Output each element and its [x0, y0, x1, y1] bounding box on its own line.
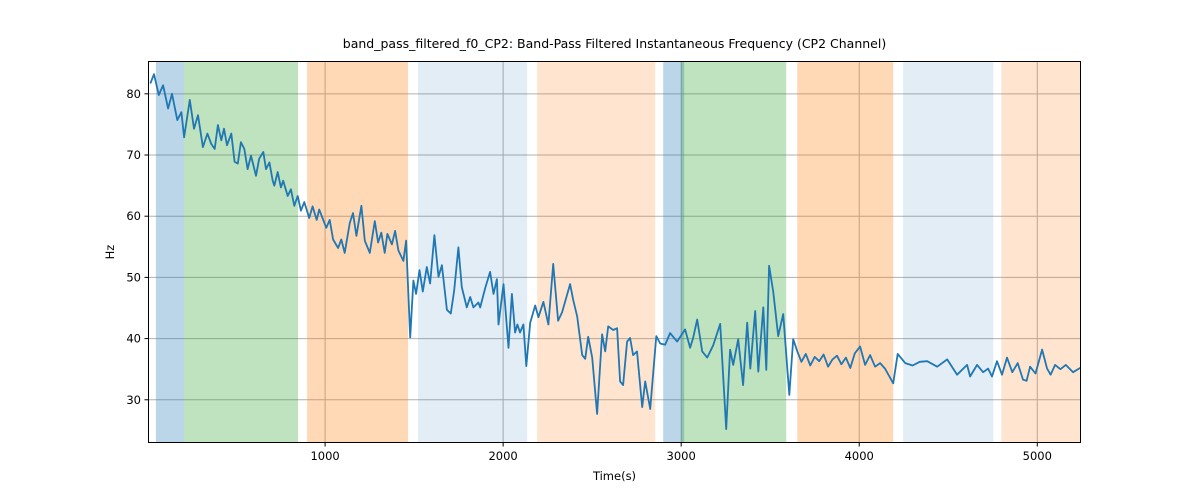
y-tick-label: 30	[126, 393, 141, 407]
event-band	[797, 62, 894, 442]
x-tick-label: 3000	[667, 449, 696, 463]
x-tick-label: 2000	[488, 449, 517, 463]
event-band	[184, 62, 299, 442]
y-tick-label: 50	[126, 270, 141, 284]
y-tick-label: 60	[126, 209, 141, 223]
event-band	[418, 62, 528, 442]
x-tick-label: 5000	[1023, 449, 1052, 463]
x-tick-label: 1000	[310, 449, 339, 463]
event-band	[681, 62, 787, 442]
chart-title: band_pass_filtered_f0_CP2: Band-Pass Fil…	[342, 36, 887, 51]
event-band	[537, 62, 656, 442]
event-band	[903, 62, 994, 442]
x-tick-label: 4000	[845, 449, 874, 463]
series-line	[149, 73, 1081, 431]
y-axis-label-text: Hz	[103, 244, 117, 260]
y-tick-label: 80	[126, 87, 141, 101]
event-band	[155, 62, 185, 442]
event-band	[1001, 62, 1080, 442]
y-tick-label: 40	[126, 332, 141, 346]
event-band	[307, 62, 409, 442]
event-band	[663, 62, 685, 442]
x-axis-label: Time(s)	[592, 469, 637, 483]
plot-border	[148, 61, 1081, 443]
y-tick-label: 70	[126, 148, 141, 162]
